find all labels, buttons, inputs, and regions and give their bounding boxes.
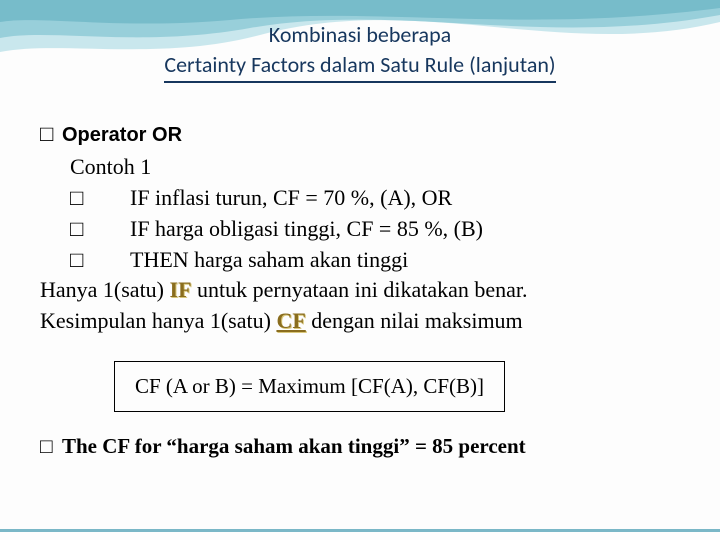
rule-line-3: □THEN harga saham akan tinggi: [40, 245, 680, 276]
square-bullet-icon: □: [70, 183, 130, 214]
text-pre: Hanya 1(satu): [40, 277, 170, 302]
rule-text: THEN harga saham akan tinggi: [130, 247, 408, 272]
text-post: dengan nilai maksimum: [306, 308, 523, 333]
emphasis-cf: CF: [276, 308, 305, 333]
square-bullet-icon: □: [70, 245, 130, 276]
formula-box: CF (A or B) = Maximum [CF(A), CF(B)]: [114, 361, 505, 412]
conclusion-line: □The CF for “harga saham akan tinggi” = …: [40, 432, 680, 461]
text-post: untuk pernyataan ini dikatakan benar.: [192, 277, 528, 302]
operator-heading: □Operator OR: [40, 119, 680, 150]
body-block: □Operator OR Contoh 1 □IF inflasi turun,…: [40, 119, 680, 461]
bottom-accent-line: [0, 529, 720, 532]
square-bullet-icon: □: [40, 432, 62, 461]
formula-text: CF (A or B) = Maximum [CF(A), CF(B)]: [135, 374, 484, 398]
conclusion-text: The CF for “harga saham akan tinggi” = 8…: [62, 434, 526, 458]
square-bullet-icon: □: [70, 214, 130, 245]
rule-text: IF harga obligasi tinggi, CF = 85 %, (B): [130, 216, 483, 241]
contoh-label: Contoh 1: [40, 152, 680, 183]
rule-line-2: □IF harga obligasi tinggi, CF = 85 %, (B…: [40, 214, 680, 245]
slide-title: Kombinasi beberapa Certainty Factors dal…: [164, 20, 555, 83]
square-bullet-icon: □: [40, 119, 62, 150]
title-line-1: Kombinasi beberapa: [269, 21, 451, 48]
heading-text: Operator OR: [62, 124, 182, 146]
explanation-line-2: Kesimpulan hanya 1(satu) CF dengan nilai…: [40, 306, 680, 337]
rule-text: IF inflasi turun, CF = 70 %, (A), OR: [130, 185, 452, 210]
title-line-2: Certainty Factors dalam Satu Rule (lanju…: [164, 51, 555, 78]
slide-content: Kombinasi beberapa Certainty Factors dal…: [0, 0, 720, 462]
explanation-line-1: Hanya 1(satu) IF untuk pernyataan ini di…: [40, 275, 680, 306]
emphasis-if: IF: [170, 277, 192, 302]
rule-line-1: □IF inflasi turun, CF = 70 %, (A), OR: [40, 183, 680, 214]
text-pre: Kesimpulan hanya 1(satu): [40, 308, 276, 333]
